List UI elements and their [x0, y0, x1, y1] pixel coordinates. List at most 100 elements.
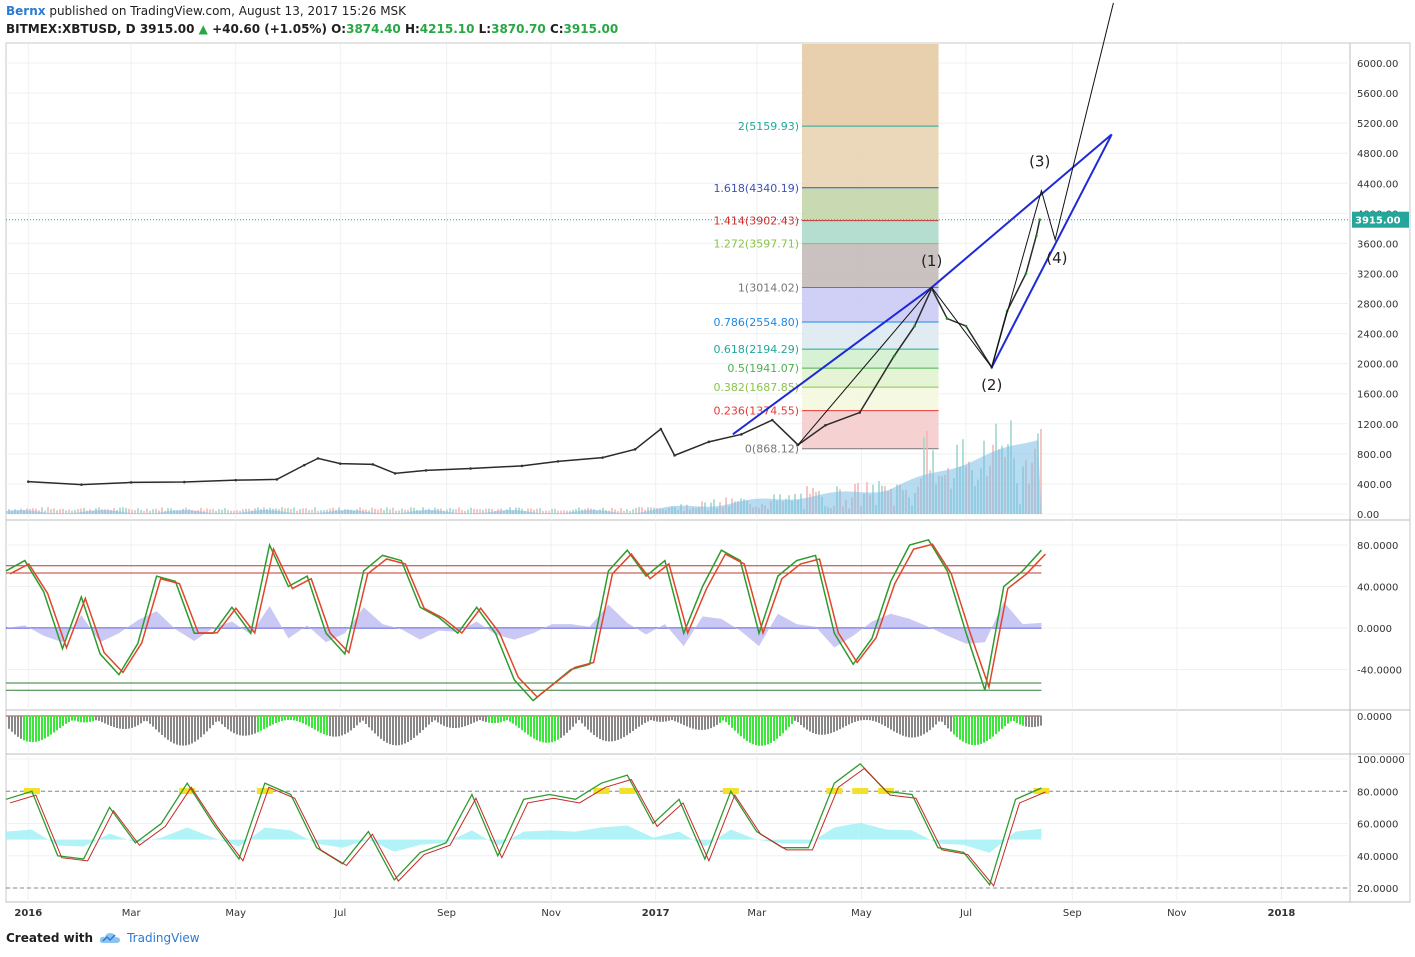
- hist-bar: [911, 716, 913, 738]
- hist-bar: [281, 716, 283, 721]
- volume-bar: [41, 507, 43, 514]
- volume-bar: [614, 509, 616, 514]
- y-tick-label: 2800.00: [1357, 300, 1398, 311]
- volume-bar: [926, 430, 928, 514]
- fib-level-label: 0.786(2554.80): [713, 316, 799, 329]
- volume-bar: [242, 509, 244, 514]
- volume-bar: [323, 510, 325, 514]
- hist-bar: [749, 716, 751, 743]
- volume-bar: [635, 507, 637, 514]
- price-point: [129, 481, 133, 484]
- hist-bar: [62, 716, 64, 726]
- hist-bar: [29, 716, 31, 743]
- hist-bar: [164, 716, 166, 738]
- hist-bar: [320, 716, 322, 733]
- stoch-d-line: [9, 767, 1046, 887]
- x-tick-label: Nov: [1167, 908, 1187, 919]
- chart-canvas[interactable]: 2(5159.93) 1.618(4340.19) 1.414(3902.43) 1.…: [0, 0, 1415, 925]
- stoch-overbought-highlight: [619, 788, 636, 795]
- x-tick-label: May: [851, 908, 872, 919]
- volume-bar: [227, 509, 229, 514]
- hist-bar: [689, 716, 691, 728]
- hist-bar: [215, 716, 217, 722]
- histogram-pane: [6, 715, 1042, 746]
- price-point: [964, 324, 968, 328]
- volume-bar: [44, 510, 46, 514]
- volume-bar: [548, 510, 550, 514]
- volume-bar: [137, 508, 139, 514]
- hist-bar: [53, 716, 55, 733]
- hist-bar: [407, 716, 409, 742]
- stoch-tick-label: 60.0000: [1357, 820, 1398, 831]
- hist-bar: [932, 716, 934, 728]
- volume-bar: [482, 510, 484, 514]
- volume-bar: [53, 508, 55, 514]
- hist-bar: [227, 716, 229, 730]
- hist-bar: [236, 716, 238, 735]
- volume-bar: [314, 507, 316, 514]
- hist-bar: [497, 716, 499, 723]
- osc-slow-line: [9, 543, 1046, 699]
- open-label: O:: [331, 22, 347, 36]
- volume-bar: [470, 507, 472, 514]
- x-tick-label: Sep: [1063, 908, 1082, 919]
- hist-bar: [80, 716, 82, 723]
- hist-bar: [83, 716, 85, 723]
- stoch-overbought-highlight: [852, 788, 869, 795]
- low-label: L:: [478, 22, 492, 36]
- stoch-tick-label: 40.0000: [1357, 852, 1398, 863]
- hist-bar: [386, 716, 388, 743]
- fib-zone: [802, 387, 939, 411]
- hist-bar: [815, 716, 817, 735]
- hist-bar: [32, 716, 34, 743]
- hist-bar: [1001, 716, 1003, 729]
- price-point: [913, 324, 916, 328]
- stochastic-pane: [5, 762, 1350, 889]
- hist-bar: [206, 716, 208, 732]
- hist-bar: [11, 716, 13, 732]
- hist-bar: [782, 716, 784, 734]
- hist-bar: [800, 716, 802, 725]
- y-tick-label: 0.00: [1357, 510, 1379, 521]
- y-tick-label: 1200.00: [1357, 420, 1398, 431]
- hist-bar: [68, 716, 70, 723]
- volume-bar: [560, 510, 562, 514]
- hist-bar: [926, 716, 928, 733]
- volume-bar: [140, 509, 142, 514]
- low-value: 3870.70: [491, 22, 546, 36]
- hist-bar: [113, 716, 115, 728]
- volume-bar: [398, 510, 400, 514]
- volume-bar: [485, 508, 487, 514]
- volume-bar: [62, 508, 64, 514]
- osc-tick-label: 0.0000: [1357, 624, 1392, 635]
- elliott-wave-path: [797, 2, 1114, 446]
- stoch-tick-label: 100.0000: [1357, 755, 1405, 766]
- hist-bar: [35, 716, 37, 742]
- price-point: [1038, 218, 1042, 222]
- hist-bar: [137, 716, 139, 726]
- volume-bar: [1040, 428, 1042, 514]
- volume-bar: [65, 510, 67, 514]
- high-label: H:: [404, 22, 420, 36]
- volume-bar: [554, 508, 556, 514]
- hist-bar: [329, 716, 331, 737]
- hist-bar: [395, 716, 397, 746]
- hist-bar: [893, 716, 895, 732]
- volume-bar: [410, 507, 412, 514]
- author-link[interactable]: Bernx: [6, 4, 46, 18]
- tradingview-brand[interactable]: TradingView: [127, 931, 200, 945]
- hist-bar: [659, 716, 661, 722]
- volume-bar: [458, 507, 460, 514]
- hist-bar: [311, 716, 313, 728]
- hist-bar: [257, 716, 259, 733]
- price-point: [1034, 234, 1038, 238]
- x-tick-label: 2017: [642, 908, 670, 919]
- volume-bar: [149, 510, 151, 514]
- volume-bar: [395, 510, 397, 514]
- wave-label: (2): [981, 376, 1002, 394]
- hist-bar: [458, 716, 460, 728]
- hist-bar: [683, 716, 685, 726]
- volume-bar: [536, 508, 538, 514]
- hist-bar: [614, 716, 616, 741]
- hist-bar: [128, 716, 130, 729]
